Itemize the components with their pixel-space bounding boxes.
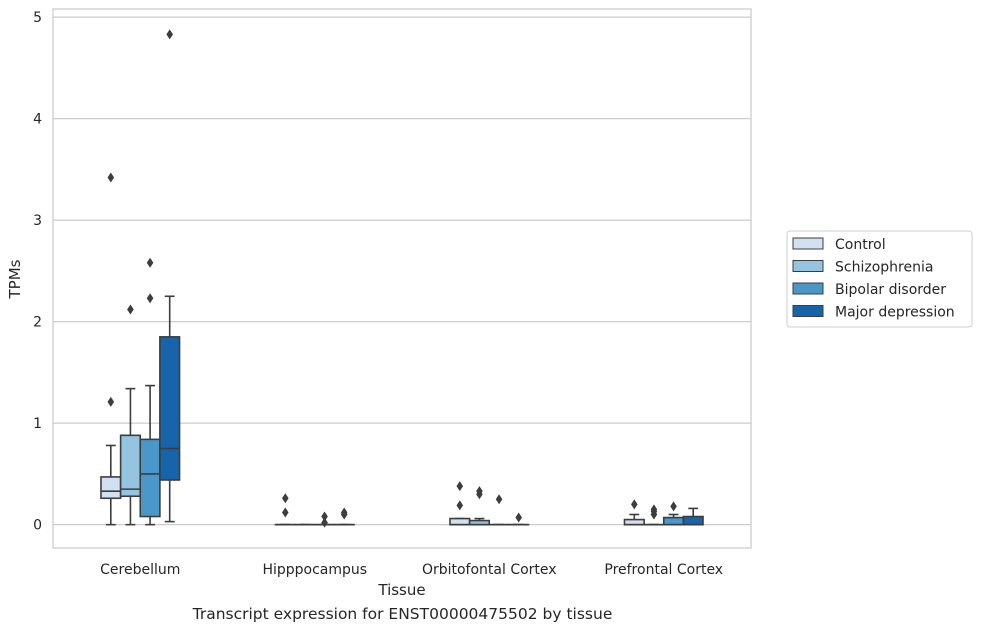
box-major-depression xyxy=(682,507,704,526)
x-axis-title: Tissue xyxy=(377,581,425,599)
outlier-marker xyxy=(650,504,658,515)
legend-label: Control xyxy=(835,237,886,253)
box-control xyxy=(449,481,471,526)
outlier-marker xyxy=(321,517,328,528)
x-axis-ticks: Cerebellum Hipppocampus Orbitofontal Corte… xyxy=(100,562,723,578)
box-control xyxy=(100,172,122,526)
legend-swatch xyxy=(792,260,824,272)
y-tick-label: 3 xyxy=(33,213,42,229)
outlier-marker xyxy=(515,512,522,523)
outlier-marker xyxy=(456,500,464,511)
y-axis-title: TPMs xyxy=(6,259,24,299)
outlier-marker xyxy=(476,486,483,497)
box-major-depression xyxy=(333,507,355,526)
box-body xyxy=(682,515,704,526)
legend-label: Schizophrenia xyxy=(835,260,933,276)
box-schizophrenia xyxy=(468,486,491,526)
box-body xyxy=(662,516,685,526)
y-tick-label: 1 xyxy=(33,416,42,432)
box-schizophrenia xyxy=(119,304,142,526)
legend-frame xyxy=(786,230,973,328)
box-body xyxy=(159,336,181,481)
box-major-depression xyxy=(508,512,530,526)
y-tick-label: 4 xyxy=(33,112,42,128)
legend: Control Schizophrenia Bipolar disorder Majo… xyxy=(786,230,973,328)
legend-swatch xyxy=(792,237,824,250)
x-tick-label: Prefrontal Cortex xyxy=(604,562,723,578)
outlier-marker xyxy=(146,257,154,268)
outlier-marker xyxy=(321,511,328,522)
chart-caption: Transcript expression for ENST0000047550… xyxy=(192,605,613,623)
box-schizophrenia xyxy=(643,504,665,526)
x-tick-label: Hipppocampus xyxy=(262,562,367,578)
outlier-marker xyxy=(495,494,503,505)
y-tick-label: 0 xyxy=(33,518,42,534)
outlier-marker xyxy=(107,396,115,407)
box-major-depression xyxy=(159,29,181,523)
box-control xyxy=(623,499,645,526)
y-axis-ticks: 0 1 2 3 4 5 xyxy=(33,10,42,534)
box-control xyxy=(274,493,296,526)
box-body xyxy=(100,476,122,500)
outlier-marker xyxy=(107,172,115,183)
box-body xyxy=(139,438,161,518)
box-bipolar-disorder xyxy=(139,257,161,526)
y-tick-label: 5 xyxy=(33,10,42,26)
box-bipolar-disorder xyxy=(313,511,336,528)
legend-label: Bipolar disorder xyxy=(835,282,946,298)
outlier-marker xyxy=(146,293,154,304)
outlier-marker xyxy=(282,493,289,504)
outlier-marker xyxy=(127,304,134,315)
box-body xyxy=(449,517,471,526)
outlier-marker xyxy=(670,501,677,512)
outlier-marker xyxy=(631,499,638,510)
legend-label: Major depression xyxy=(835,305,955,321)
box-body xyxy=(119,434,142,498)
box-bipolar-disorder xyxy=(488,494,510,526)
box-bipolar-disorder xyxy=(662,501,685,526)
y-tick-label: 2 xyxy=(33,315,42,331)
x-tick-label: Orbitofontal Cortex xyxy=(422,562,557,578)
outlier-marker xyxy=(456,481,464,492)
boxes xyxy=(100,29,704,528)
outlier-marker xyxy=(282,507,289,518)
outlier-marker xyxy=(166,29,173,40)
plot-frame xyxy=(52,8,752,549)
legend-swatch xyxy=(792,282,824,295)
outlier-marker xyxy=(340,507,348,518)
legend-swatch xyxy=(792,305,824,317)
x-tick-label: Cerebellum xyxy=(100,562,180,578)
